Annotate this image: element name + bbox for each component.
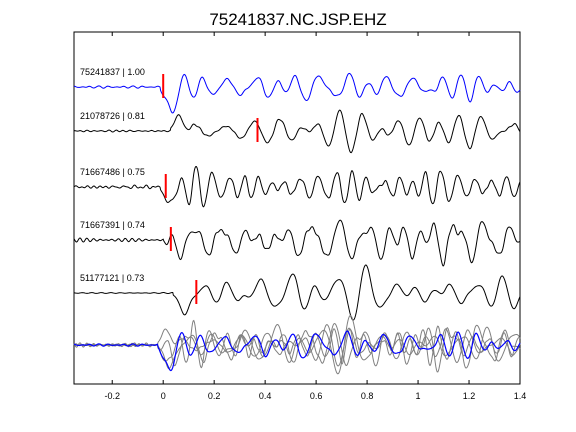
picks-layer [162,74,259,304]
x-tick-label: 1.2 [463,391,476,401]
x-tick-label: -0.2 [104,391,120,401]
chart-title: 75241837.NC.JSP.EHZ [209,10,386,29]
x-tick-label: 0 [161,391,166,401]
overlay-layer [73,314,521,375]
trace-75241837 [73,72,521,114]
x-tick-label: 1 [416,391,421,401]
trace-label-71667391: 71667391 | 0.74 [80,220,145,230]
x-tick-label: 0.4 [259,391,272,401]
trace-label-71667486: 71667486 | 0.75 [80,167,145,177]
labels-layer: 75241837 | 1.00 21078726 | 0.81 71667486 |… [80,67,145,283]
trace-label-75241837: 75241837 | 1.00 [80,67,145,77]
x-tick-label: 0.8 [361,391,374,401]
overlay-trace-75241837 [73,330,521,372]
trace-21078726 [73,109,521,154]
x-tick-label: 0.2 [208,391,221,401]
trace-label-51177121: 51177121 | 0.73 [80,273,144,283]
traces-layer [73,72,521,321]
x-axis: -0.2 0 0.2 0.4 0.6 0.8 1 1.2 1.4 [104,32,526,401]
trace-label-21078726: 21078726 | 0.81 [80,111,145,121]
x-tick-label: 0.6 [310,391,323,401]
plot-frame [73,31,521,385]
trace-71667486 [73,166,521,208]
trace-71667391 [73,219,521,267]
x-tick-label: 1.4 [514,391,527,401]
trace-51177121 [73,264,521,321]
